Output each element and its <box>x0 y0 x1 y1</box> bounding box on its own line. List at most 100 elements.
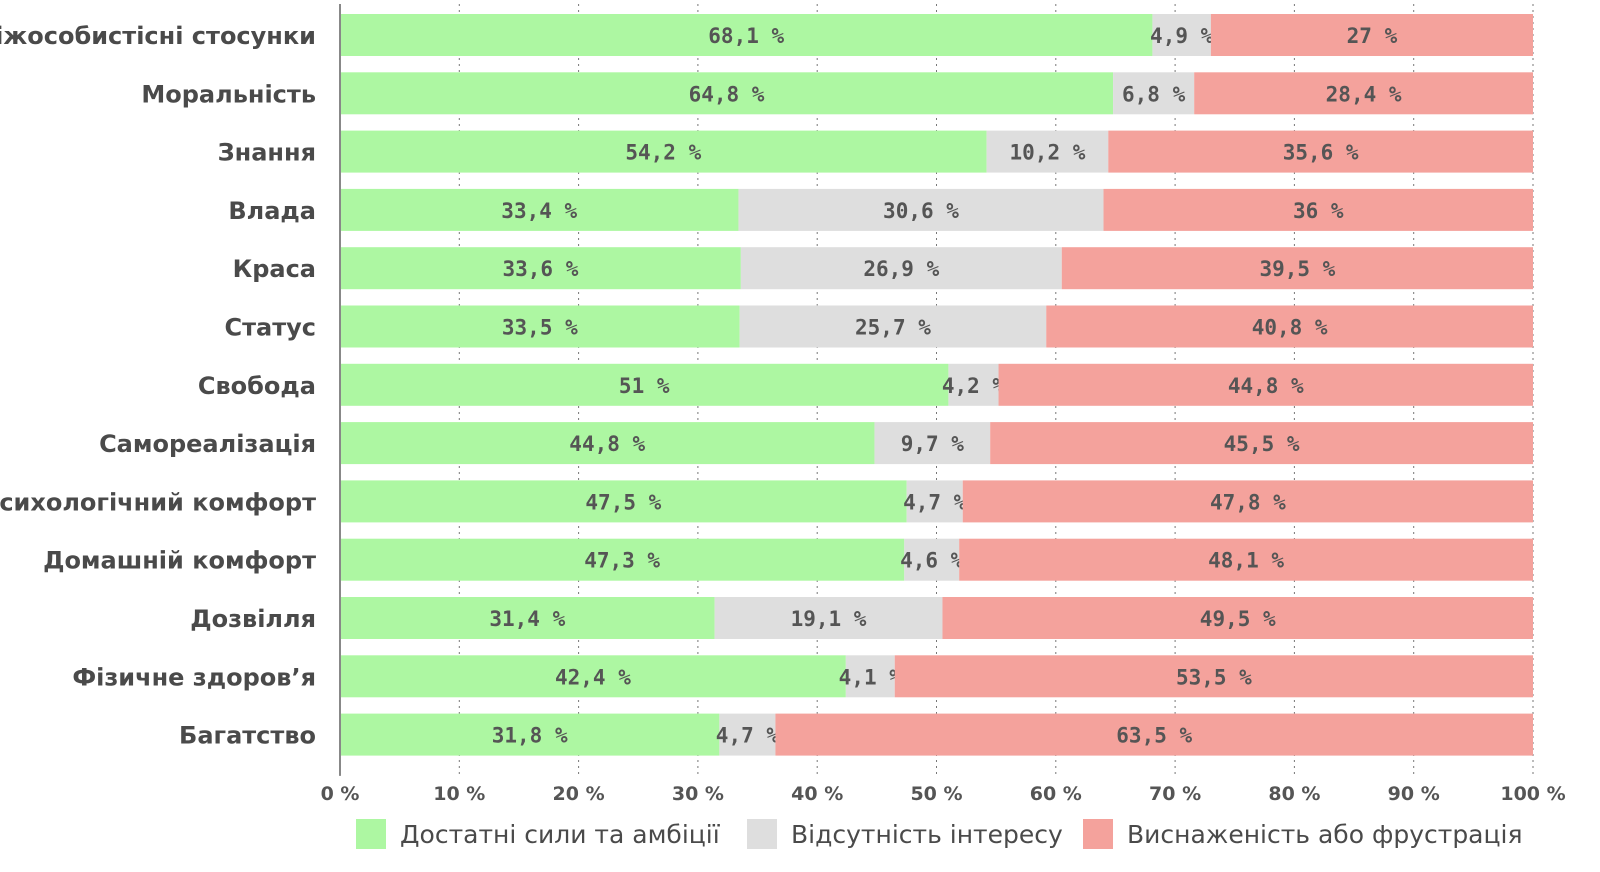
bar-segment <box>340 188 739 231</box>
category-label: Міжособистісні стосунки <box>0 22 316 50</box>
x-tick-label: 90 % <box>1388 783 1440 805</box>
bar-segment <box>904 538 960 581</box>
data-label: 33,4 % <box>501 199 577 223</box>
x-tick-label: 50 % <box>910 783 962 805</box>
bar-segment <box>1061 247 1533 290</box>
bar-row: 44,8 % 9,7 % 45,5 % <box>340 422 1533 465</box>
data-label: 33,6 % <box>502 257 578 281</box>
bar-row: 64,8 % 6,8 % 28,4 % <box>340 72 1533 115</box>
data-label: 48,1 % <box>1208 549 1284 573</box>
x-tick-label: 30 % <box>672 783 724 805</box>
legend-label: Достатні сили та амбіції <box>400 820 721 849</box>
category-label: Самореалізація <box>99 430 316 458</box>
data-label: 4,7 % <box>716 724 780 748</box>
bar-row: 33,6 % 26,9 % 39,5 % <box>340 247 1533 290</box>
category-label: Моральність <box>141 80 316 108</box>
bar-segment <box>894 655 1533 698</box>
bar-segment <box>1194 72 1533 115</box>
category-label: Влада <box>228 197 316 225</box>
bar-segment <box>340 480 907 523</box>
bar-segment <box>775 713 1533 756</box>
x-tick-label: 100 % <box>1500 783 1565 805</box>
x-tick-label: 20 % <box>553 783 605 805</box>
bar-segment <box>340 72 1114 115</box>
legend-swatch <box>1083 819 1113 849</box>
data-label: 4,6 % <box>900 549 964 573</box>
bar-segment <box>340 247 741 290</box>
bar-segment <box>340 14 1153 56</box>
data-label: 6,8 % <box>1122 82 1186 106</box>
category-label: Багатство <box>179 722 316 750</box>
bar-row: 68,1 % 4,9 % 27 % <box>340 14 1533 56</box>
data-label: 64,8 % <box>689 82 765 106</box>
x-axis: 0 % 10 % 20 % 30 % 40 % 50 % 60 % 70 % 80 % 90 % 1… <box>321 4 1566 805</box>
bar-row: 47,3 % 4,6 % 48,1 % <box>340 538 1533 581</box>
data-label: 47,5 % <box>585 490 661 514</box>
bar-row: 51 % 4,2 % 44,8 % <box>340 363 1533 406</box>
bar-segment <box>340 130 987 173</box>
bar-segment <box>340 713 720 756</box>
bar-segment <box>1152 14 1211 56</box>
data-label: 33,5 % <box>502 316 578 340</box>
bar-segment <box>340 422 875 465</box>
bar-segment <box>739 305 1047 348</box>
bar-row: 42,4 % 4,1 % 53,5 % <box>340 655 1533 698</box>
data-label: 53,5 % <box>1176 665 1252 689</box>
data-label: 51 % <box>619 374 670 398</box>
bar-segment <box>998 363 1533 406</box>
category-label: Знання <box>218 139 316 167</box>
bar-segment <box>986 130 1109 173</box>
bar-segment <box>1210 14 1533 56</box>
category-label: Фізичне здоров’я <box>72 663 316 691</box>
data-label: 35,6 % <box>1283 141 1359 165</box>
bar-segment <box>340 305 740 348</box>
data-label: 31,4 % <box>489 607 565 631</box>
legend-swatch <box>747 819 777 849</box>
data-label: 44,8 % <box>1228 374 1304 398</box>
bar-segment <box>1108 130 1533 173</box>
legend: Достатні сили та амбіції Відсутність інте… <box>356 819 1523 849</box>
category-label: Психологічний комфорт <box>0 488 316 516</box>
bar-row: 33,4 % 30,6 % 36 % <box>340 188 1533 231</box>
x-tick-label: 0 % <box>321 783 360 805</box>
data-label: 40,8 % <box>1252 316 1328 340</box>
bar-segment <box>1103 188 1533 231</box>
data-label: 47,3 % <box>584 549 660 573</box>
legend-label: Виснаженість або фрустрація <box>1127 820 1523 849</box>
data-label: 27 % <box>1347 24 1398 48</box>
bar-segment <box>738 188 1104 231</box>
data-label: 25,7 % <box>855 316 931 340</box>
x-tick-label: 80 % <box>1268 783 1320 805</box>
data-label: 44,8 % <box>569 432 645 456</box>
bar-segment <box>845 655 895 698</box>
data-label: 54,2 % <box>625 141 701 165</box>
x-tick-label: 60 % <box>1030 783 1082 805</box>
data-label: 47,8 % <box>1210 490 1286 514</box>
category-label: Статус <box>225 314 317 342</box>
data-label: 63,5 % <box>1116 724 1192 748</box>
data-label: 4,2 % <box>942 374 1006 398</box>
bar-segment <box>719 713 776 756</box>
x-tick-label: 40 % <box>791 783 843 805</box>
data-label: 39,5 % <box>1259 257 1335 281</box>
bar-row: 31,8 % 4,7 % 63,5 % <box>340 713 1533 756</box>
data-label: 30,6 % <box>883 199 959 223</box>
bar-row: 31,4 % 19,1 % 49,5 % <box>340 597 1533 639</box>
bar-segment <box>962 480 1533 523</box>
bar-segment <box>740 247 1062 290</box>
bar-segment <box>340 538 905 581</box>
bar-row: 54,2 % 10,2 % 35,6 % <box>340 130 1533 173</box>
category-label: Краса <box>233 255 316 283</box>
bar-segment <box>948 363 999 406</box>
bar-segment <box>340 655 846 698</box>
data-label: 19,1 % <box>791 607 867 631</box>
bar-segment <box>340 597 715 639</box>
data-label: 26,9 % <box>863 257 939 281</box>
data-label: 4,9 % <box>1150 24 1214 48</box>
data-label: 4,1 % <box>839 665 903 689</box>
data-label: 28,4 % <box>1326 82 1402 106</box>
bar-segment <box>1113 72 1195 115</box>
legend-label: Відсутність інтересу <box>791 820 1063 849</box>
